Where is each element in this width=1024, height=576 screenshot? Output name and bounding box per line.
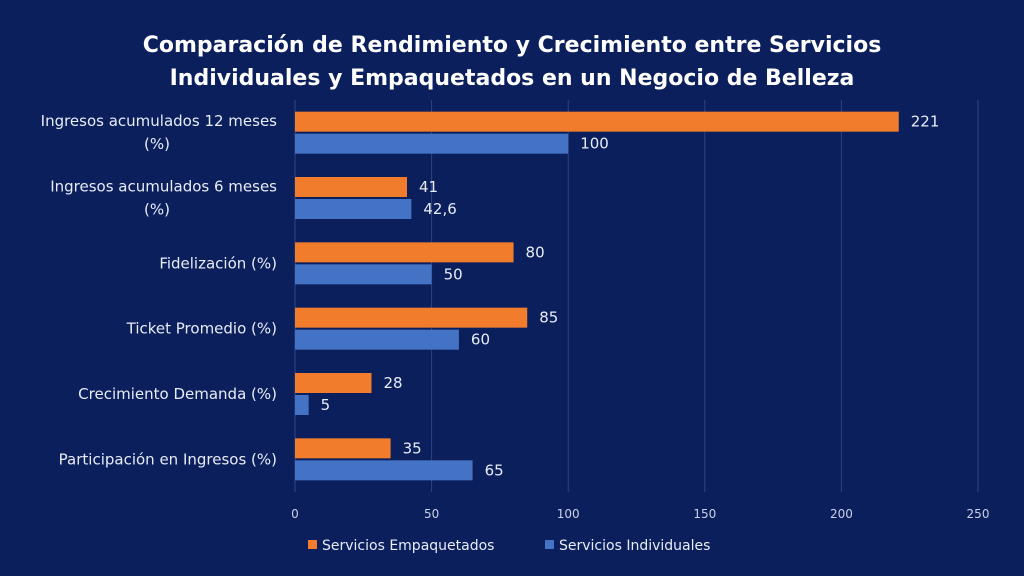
x-tick-label: 100 xyxy=(557,507,580,521)
category-label: Ingresos acumulados 12 meses xyxy=(41,112,278,130)
category-labels: Ingresos acumulados 12 meses (%) Ingresos … xyxy=(41,112,278,468)
bars: 221 100 41 42,6 80 50 85 60 28 5 35 65 xyxy=(295,111,940,481)
bar-individuales xyxy=(295,460,473,481)
data-label: 65 xyxy=(485,461,504,479)
x-tick-label: 200 xyxy=(830,507,853,521)
bar-empaquetados xyxy=(295,177,408,197)
bar-empaquetados xyxy=(295,242,514,263)
legend-entry: Servicios Empaquetados xyxy=(322,538,494,554)
chart-title-line: Individuales y Empaquetados en un Negoci… xyxy=(170,66,855,91)
category-label: (%) xyxy=(144,201,170,219)
legend-entry: Servicios Individuales xyxy=(559,538,710,554)
bar-empaquetados xyxy=(295,307,528,328)
bar-individuales xyxy=(295,264,432,285)
data-label: 85 xyxy=(539,309,558,327)
data-label: 42,6 xyxy=(423,200,456,218)
data-label: 35 xyxy=(403,439,422,457)
data-label: 80 xyxy=(526,243,545,261)
category-label: Ticket Promedio (%) xyxy=(126,320,277,338)
category-label: Participación en Ingresos (%) xyxy=(59,450,277,468)
gridlines xyxy=(294,100,979,492)
bar-empaquetados xyxy=(295,111,899,132)
chart-title-line: Comparación de Rendimiento y Crecimiento… xyxy=(143,33,882,58)
bar-empaquetados xyxy=(295,438,391,459)
legend-swatch xyxy=(308,540,317,549)
category-label: Fidelización (%) xyxy=(159,254,277,272)
bar-individuales xyxy=(295,329,459,350)
data-label: 41 xyxy=(419,178,438,196)
x-tick-label: 0 xyxy=(291,507,299,521)
category-label: Ingresos acumulados 6 meses xyxy=(50,178,277,196)
category-label: Crecimiento Demanda (%) xyxy=(78,385,277,403)
data-label: 100 xyxy=(580,135,609,153)
x-tick-label: 50 xyxy=(424,507,439,521)
legend: Servicios Empaquetados Servicios Individu… xyxy=(308,538,710,554)
data-label: 60 xyxy=(471,331,490,349)
bar-individuales xyxy=(295,133,569,154)
data-label: 28 xyxy=(383,374,402,392)
x-tick-label: 150 xyxy=(693,507,716,521)
x-tick-label: 250 xyxy=(967,507,990,521)
bar-individuales xyxy=(295,395,309,415)
data-label: 221 xyxy=(911,113,940,131)
category-label: (%) xyxy=(144,135,170,153)
chart-title: Comparación de Rendimiento y Crecimiento… xyxy=(143,33,882,91)
bar-individuales xyxy=(295,199,412,219)
bar-empaquetados xyxy=(295,373,372,393)
data-label: 50 xyxy=(444,265,463,283)
x-tick-labels: 0 50 100 150 200 250 xyxy=(291,507,989,521)
legend-swatch xyxy=(545,540,554,549)
data-label: 5 xyxy=(321,396,331,414)
